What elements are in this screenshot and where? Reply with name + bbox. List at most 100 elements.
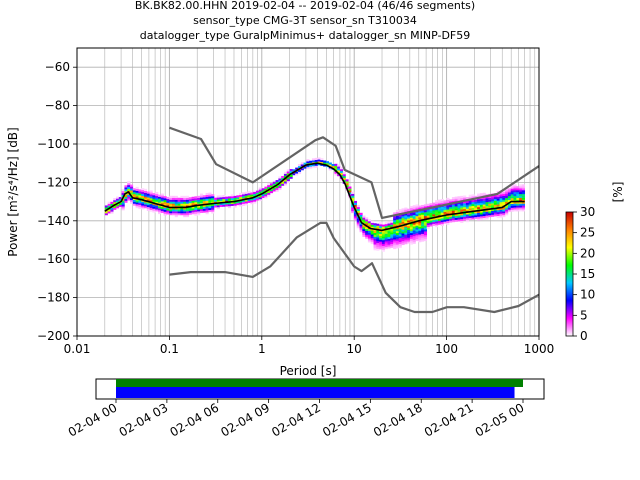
heatmap-cell [437,222,442,225]
heatmap-cell [446,211,450,214]
heatmap-cell [169,195,173,198]
heatmap-cell [465,214,470,217]
heatmap-cell [292,169,296,172]
heatmap-cell [384,237,388,240]
heatmap-cell [412,212,416,216]
heatmap-cell [185,213,190,216]
heatmap-cell [197,205,201,208]
heatmap-cell [351,193,355,196]
heatmap-cell [171,211,176,214]
plot-frame [76,47,540,337]
heatmap-cell [278,178,282,181]
heatmap-cell [505,207,509,210]
heatmap-cells [104,157,525,252]
heatmap-cell [437,209,442,212]
heatmap-cell [121,200,125,203]
heatmap-cell [253,201,257,204]
heatmap-cell [295,167,299,170]
heatmap-cell [477,206,481,210]
heatmap-cell [160,193,164,196]
timeline-bars [116,379,523,398]
heatmap-cell [429,203,433,206]
heatmap-cell [373,223,377,226]
heatmap-cell [496,202,500,205]
heatmap-cell [516,192,520,195]
heatmap-cell [401,231,405,234]
heatmap-cell [513,190,517,193]
heatmap-cell [510,207,514,210]
heatmap-cell [421,237,425,240]
heatmap-cell [278,185,282,189]
heatmap-cell [157,202,162,205]
heatmap-cell [468,215,472,218]
heatmap-cell [373,227,377,230]
heatmap-cell [505,188,509,191]
heatmap-cell [521,195,525,198]
heatmap-cell [465,208,470,211]
heatmap-cell [496,208,500,211]
colorbar-tick-label: 25 [580,226,595,240]
heatmap-cell [404,228,408,231]
heatmap-cell [449,205,453,208]
heatmap-cell [104,213,108,216]
heatmap-cell [107,209,111,212]
heatmap-cell [423,204,428,207]
heatmap-cell [241,196,246,199]
heatmap-cell [353,206,358,209]
heatmap-cell [180,197,184,200]
timeline-tick-label: 02-04 06 [168,400,222,439]
heatmap-cell [127,183,131,186]
heatmap-cell [376,248,380,251]
heatmap-cell [155,205,159,208]
heatmap-cell [387,229,391,232]
heatmap-cell [348,188,352,191]
heatmap-cell [404,242,408,245]
heatmap-cell [267,184,271,188]
heatmap-cell [505,211,509,214]
colorbar-tick-label: 0 [580,329,588,343]
heatmap-cell [362,229,366,232]
heatmap-cell [295,171,299,174]
heatmap-cell [451,220,456,223]
heatmap-cell [465,216,470,219]
heatmap-cell [365,234,369,237]
heatmap-cell [426,222,430,226]
heatmap-cell [339,174,344,177]
heatmap-cell [384,225,388,229]
heatmap-cell [412,218,416,221]
heatmap-cell [409,238,414,241]
heatmap-cell [491,203,495,206]
heatmap-cell [194,213,198,216]
timeline-bar-psd-coverage [116,387,515,398]
heatmap-cell [353,200,358,204]
heatmap-cell [423,219,428,222]
heatmap-cell [253,191,257,194]
heatmap-cell [496,211,500,215]
heatmap-cell [407,208,411,211]
heatmap-cell [404,209,408,212]
heatmap-cell [479,212,483,215]
heatmap-cell [289,176,293,179]
heatmap-cell [401,237,405,240]
heatmap-cell [303,166,307,169]
heatmap-cell [387,234,391,237]
heatmap-cell [152,200,156,203]
heatmap-cell [132,188,136,191]
heatmap-cell [395,240,400,243]
heatmap-cell [449,218,453,221]
heatmap-cell [283,181,288,184]
heatmap-cell [381,232,386,235]
heatmap-cell [353,218,358,221]
heatmap-cell [197,213,201,216]
heatmap-cell [437,220,442,223]
heatmap-cell [496,200,500,203]
heatmap-cell [418,217,422,220]
heatmap-cell [474,203,478,206]
heatmap-cell [331,165,335,169]
heatmap-cell [157,211,162,215]
heatmap-cell [477,210,481,213]
heatmap-cell [519,207,523,210]
heatmap-cell [247,200,251,203]
heatmap-cell [155,195,159,198]
heatmap-cell [194,196,198,199]
